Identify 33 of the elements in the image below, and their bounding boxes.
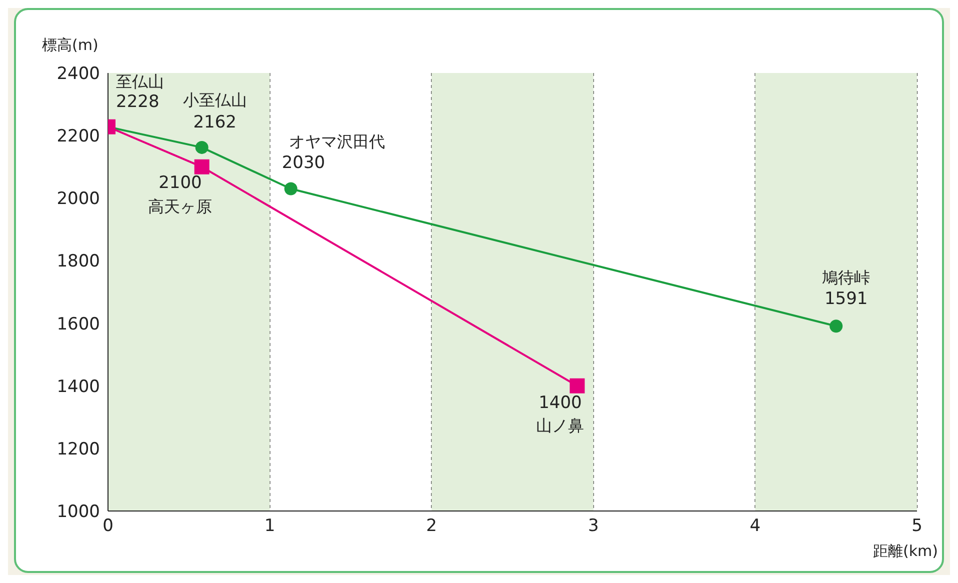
data-label: 2162	[193, 112, 236, 132]
annotation: 小至仏山	[182, 90, 247, 110]
x-tick-label: 4	[750, 516, 761, 536]
y-tick-label: 1600	[56, 314, 100, 334]
x-tick-label: 0	[102, 516, 114, 536]
x-tick-label: 3	[588, 516, 599, 536]
annotation: 鳩待峠	[822, 268, 870, 288]
point	[195, 140, 208, 154]
y-tick-label: 2000	[56, 189, 100, 210]
data-label: 2100	[158, 172, 202, 193]
annotation: 高天ヶ原	[148, 196, 212, 216]
annotation: オヤマ沢田代	[288, 132, 385, 151]
data-label: 1400	[538, 392, 582, 413]
x-tick-label: 5	[912, 516, 922, 536]
data-label: 1591	[824, 289, 868, 310]
y-axis-title: 標高(m)	[42, 36, 98, 55]
y-tick-label: 1000	[56, 502, 100, 522]
y-tick-label: 2200	[56, 126, 100, 147]
annotation: 山ノ鼻	[536, 416, 584, 435]
x-tick-label: 2	[426, 516, 438, 536]
y-tick-label: 1200	[56, 439, 100, 460]
point	[284, 182, 298, 196]
point	[570, 378, 585, 394]
x-axis-title: 距離(km)	[872, 542, 938, 561]
annotation: 至仏山	[116, 72, 164, 91]
y-tick-label: 1400	[56, 376, 100, 397]
data-label: 2030	[282, 152, 326, 173]
data-label: 2228	[116, 92, 160, 112]
point	[830, 320, 843, 333]
y-tick-label: 2400	[56, 64, 100, 84]
y-tick-label: 1800	[56, 252, 100, 272]
point	[194, 159, 210, 174]
x-tick-label: 1	[264, 516, 276, 536]
